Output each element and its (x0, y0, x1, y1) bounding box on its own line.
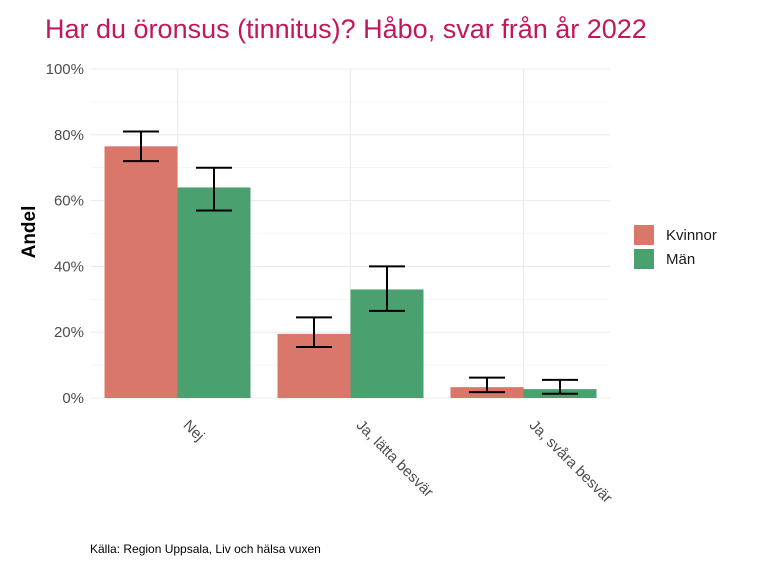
legend-swatch (634, 225, 654, 245)
y-tick-label: 40% (54, 258, 84, 275)
legend-label: Män (666, 251, 695, 268)
x-tick-label: Nej (180, 417, 208, 445)
legend-label: Kvinnor (666, 227, 717, 244)
error-bars (123, 130, 578, 395)
y-tick-label: 20% (54, 324, 84, 341)
y-tick-label: 100% (46, 61, 84, 78)
legend: Kvinnor Män (634, 225, 717, 269)
bar (177, 187, 251, 398)
x-axis-ticks: Nej Ja, lätta besvär Ja, svåra besvär (180, 417, 616, 507)
y-tick-label: 0% (62, 390, 84, 407)
x-tick-label: Ja, svåra besvär (526, 417, 616, 507)
source-note: Källa: Region Uppsala, Liv och hälsa vux… (90, 542, 321, 556)
y-tick-label: 60% (54, 193, 84, 210)
legend-swatch (634, 249, 654, 269)
chart-title: Har du öronsus (tinnitus)? Håbo, svar fr… (45, 14, 647, 44)
y-axis-ticks: 0% 20% 40% 60% 80% 100% (46, 61, 84, 407)
y-axis-label: Andel (19, 206, 40, 259)
x-tick-label: Ja, lätta besvär (353, 417, 437, 501)
bar (104, 146, 178, 398)
y-tick-label: 80% (54, 127, 84, 144)
